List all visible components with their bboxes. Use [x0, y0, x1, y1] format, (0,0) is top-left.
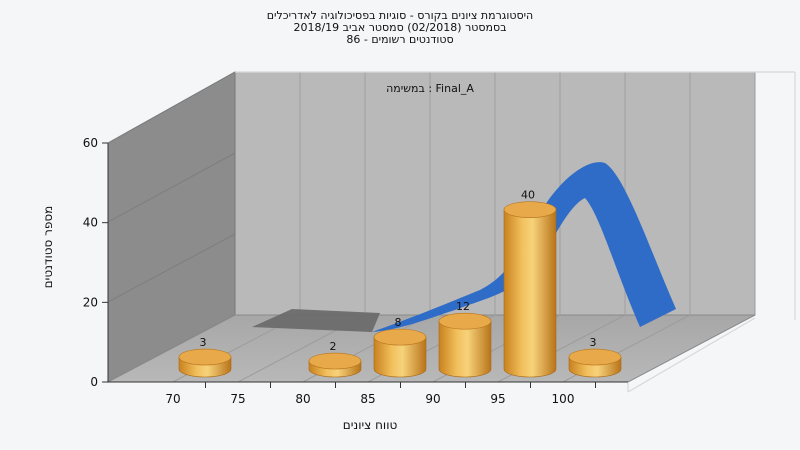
x-tick-label: 75: [230, 392, 245, 406]
bar-100: 3: [568, 336, 622, 378]
bar-top: [308, 352, 362, 370]
bar-top: [503, 201, 557, 218]
bar-value-label: 8: [395, 316, 402, 329]
bar-value-label: 12: [456, 300, 470, 313]
y-axis-label: מספר סטודנטים: [41, 205, 55, 289]
bar-top: [373, 328, 427, 346]
bar-80: 2: [308, 340, 362, 378]
bar-top: [438, 312, 492, 330]
y-axis-label-wrap: מספר סטודנטים: [38, 150, 58, 350]
y-tick-label: 40: [83, 216, 98, 230]
x-tick-label: 95: [490, 392, 505, 406]
title-line-3: סטודנטים רשומים - 86: [346, 33, 454, 46]
x-tick-label: 85: [360, 392, 375, 406]
bar-70: 3: [178, 336, 232, 378]
x-axis-label: טווח ציונים: [342, 418, 398, 432]
bars-group: 3 2 8 12 40 3: [178, 189, 622, 378]
y-tick-label: 0: [90, 375, 98, 389]
bar-value-label: 3: [200, 336, 207, 349]
y-tick-label: 20: [83, 295, 98, 309]
y-axis: 0 20 40 60: [83, 136, 109, 389]
bar-value-label: 2: [330, 340, 337, 353]
bar-85: 8: [373, 316, 427, 378]
x-tick-label: 100: [552, 392, 575, 406]
frame: [235, 71, 796, 393]
left-grid: [107, 71, 236, 303]
bar-95: 40: [503, 189, 557, 378]
bar-90: 12: [438, 300, 492, 378]
distribution-curve-gray: [252, 309, 380, 332]
x-tick-label: 90: [425, 392, 440, 406]
bar-top: [178, 348, 232, 366]
bar-top: [568, 348, 622, 366]
bar-value-label: 3: [590, 336, 597, 349]
x-tick-label: 80: [295, 392, 310, 406]
y-tick-label: 60: [83, 136, 98, 150]
bar-body: [373, 336, 427, 378]
x-axis: 70 75 80 85 90 95 100: [108, 381, 628, 406]
title-line-2: בסמסטר (02/2018) סמסטר אביב 2018/19: [293, 21, 507, 34]
title-line-1: היסטוגרמת ציונים בקורס - סוגיות בפסיכולו…: [266, 9, 534, 22]
chart-title: היסטוגרמת ציונים בקורס - סוגיות בפסיכולו…: [0, 10, 800, 46]
chart-subtitle: במשימה : Final_A: [386, 82, 474, 95]
x-tick-label: 70: [165, 392, 180, 406]
bar-body: [438, 320, 492, 378]
bar-body: [503, 209, 557, 378]
bar-value-label: 40: [521, 189, 535, 202]
